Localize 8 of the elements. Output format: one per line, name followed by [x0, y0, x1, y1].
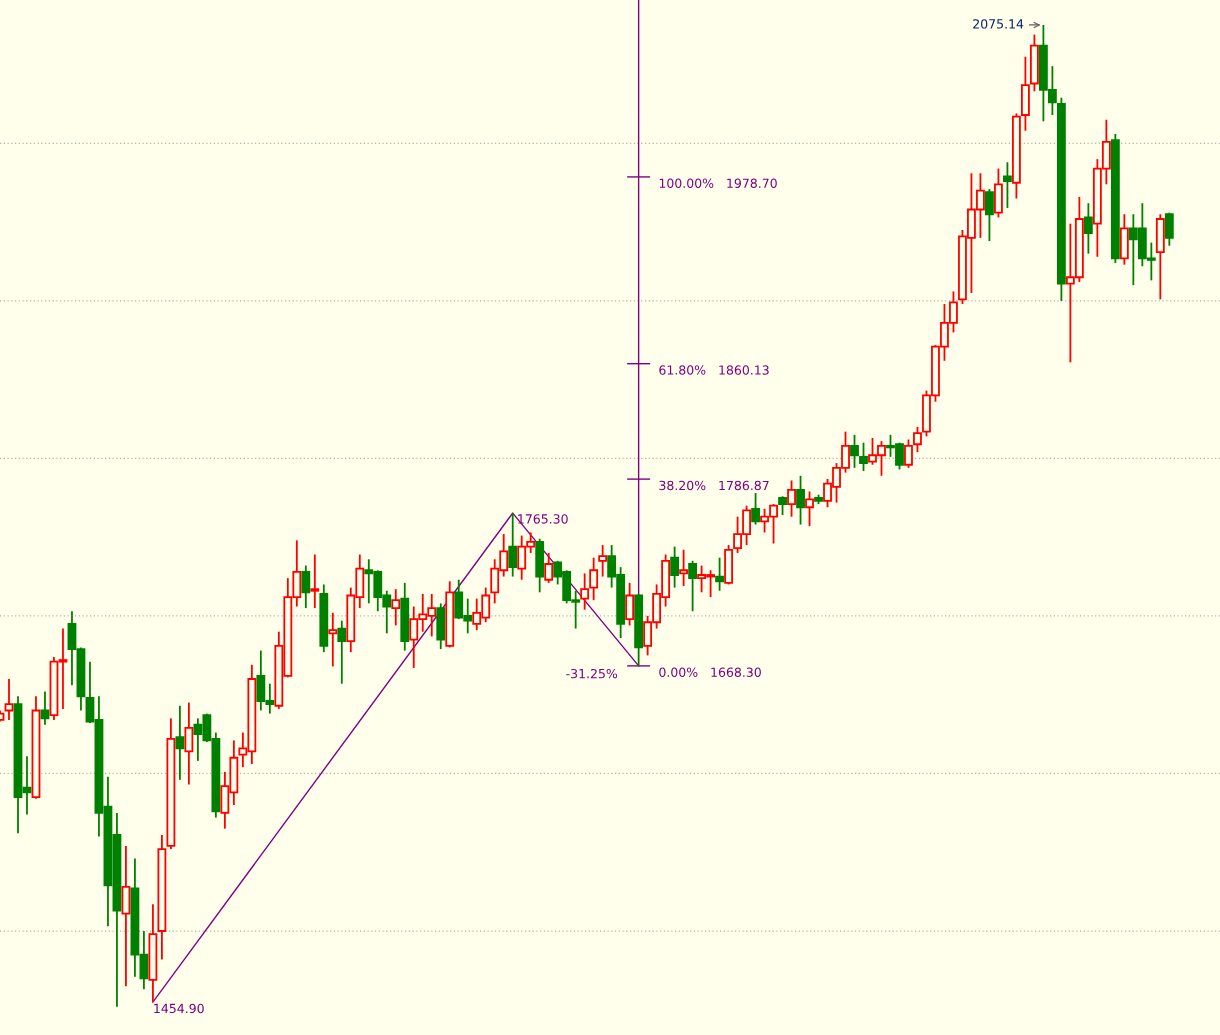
ref-line-label: 38.20% 1786.87 — [659, 480, 769, 491]
annotation: -31.25% — [566, 668, 618, 679]
annotation: 2075.14 — [973, 19, 1024, 29]
ref-line-label: 61.80% 1860.13 — [659, 365, 769, 375]
data-label: 1454.90 — [154, 1003, 204, 1014]
ref-line-label: 100.00% 1978.70 — [659, 178, 777, 188]
data-label: 1765.30 — [518, 514, 568, 524]
ref-line-label: 0.00% 1668.30 — [659, 667, 761, 677]
